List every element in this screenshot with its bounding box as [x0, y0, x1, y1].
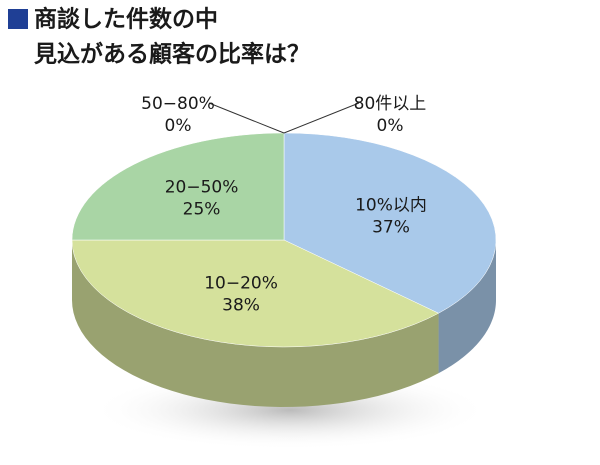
slice-side [72, 240, 439, 407]
title-marker [8, 9, 28, 29]
chart-title: 見込がある顧客の比率は？ [34, 41, 310, 68]
leader-line [283, 102, 360, 134]
value-label: 0% [165, 116, 192, 136]
pie: 10%以内37%10−20%38%20−50%25%50−80%0%80件以上0… [71, 94, 497, 407]
value-label: 38% [222, 296, 260, 316]
slice-label: 20−50% [165, 177, 239, 197]
slice-label: 10%以内 [355, 196, 427, 216]
slice-label: 50−80% [141, 94, 215, 114]
leader-line [208, 102, 285, 134]
slice [71, 239, 440, 348]
slice-label: 80件以上 [354, 94, 427, 114]
chart-title: 商談した件数の中 [34, 6, 218, 33]
slice [71, 132, 285, 241]
value-label: 37% [372, 218, 410, 238]
value-label: 0% [377, 116, 404, 136]
value-label: 25% [183, 199, 221, 219]
slice-side [438, 240, 496, 374]
slice [283, 132, 497, 314]
slice-label: 10−20% [204, 274, 278, 294]
